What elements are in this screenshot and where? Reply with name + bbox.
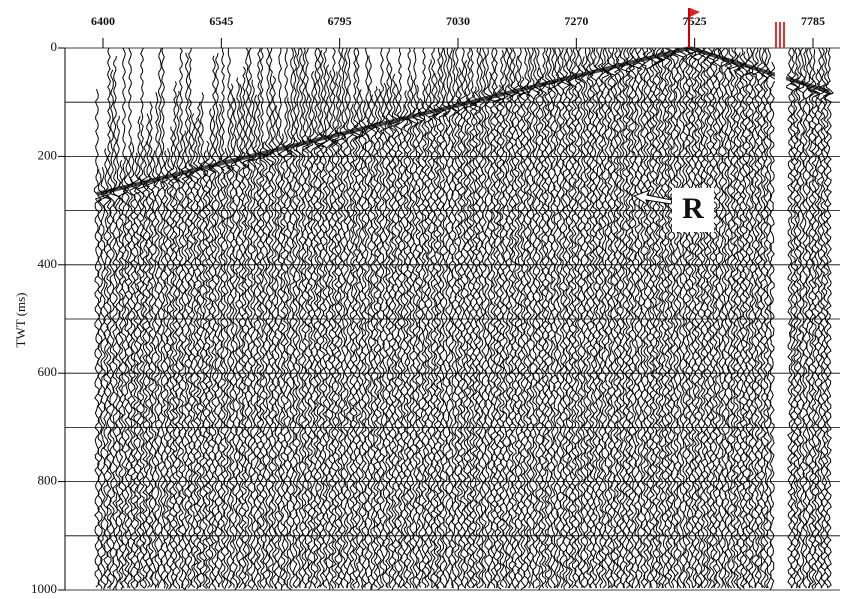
- x-tick-label: 7525: [683, 14, 707, 28]
- x-tick-label: 6400: [91, 14, 115, 28]
- x-tick-label: 6545: [209, 14, 233, 28]
- annotation-text: R: [682, 192, 704, 225]
- marker: [775, 22, 777, 48]
- x-tick-label: 7030: [446, 14, 470, 28]
- marker: [779, 22, 781, 48]
- y-tick-label: 1000: [31, 581, 57, 596]
- y-tick-label: 600: [38, 364, 58, 379]
- y-axis-label: TWT (ms): [13, 293, 28, 348]
- x-tick-label: 7270: [564, 14, 588, 28]
- marker: [783, 22, 785, 48]
- x-tick-label: 7785: [801, 14, 825, 28]
- chart: 0 200 400 600 800 1000 6400 6545 6795 7030 7270 752…: [0, 0, 851, 599]
- y-tick-label: 800: [38, 473, 58, 488]
- x-tick-label: 6795: [328, 14, 352, 28]
- red-markers: [775, 22, 785, 48]
- trace-gap: [775, 48, 786, 593]
- y-tick-label: 0: [51, 39, 58, 54]
- y-tick-label: 400: [38, 256, 58, 271]
- y-tick-label: 200: [38, 147, 58, 162]
